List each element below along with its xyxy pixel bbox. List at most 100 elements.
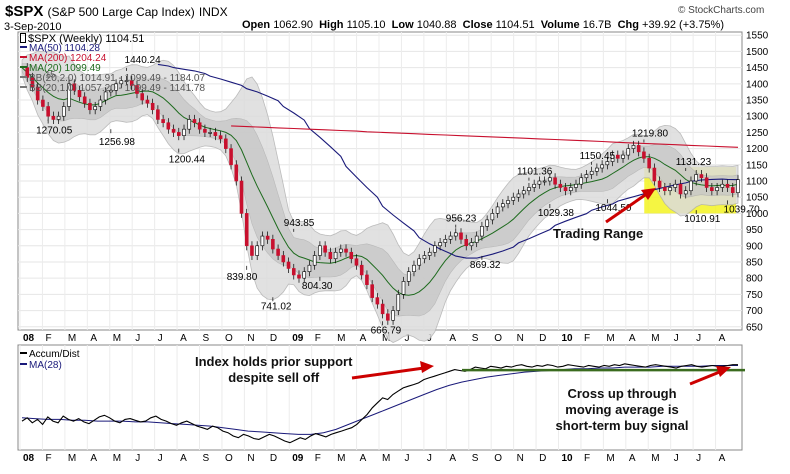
ohlc-readout: Open 1062.90 High 1105.10 Low 1040.88 Cl… bbox=[242, 19, 724, 31]
legend-item-spx: $SPX (Weekly) 1104.51 bbox=[20, 33, 205, 45]
legend-item-ma50: MA(50) 1104.28 bbox=[20, 44, 205, 54]
x-tick-label: S bbox=[203, 333, 210, 344]
candle bbox=[135, 85, 139, 94]
candle bbox=[391, 310, 395, 321]
price-annotation-label: 1039.70 bbox=[724, 204, 761, 215]
candle bbox=[448, 235, 453, 240]
price-annotation-label: 741.02 bbox=[261, 301, 292, 312]
exchange: INDX bbox=[198, 5, 228, 19]
x-tick-label: N bbox=[517, 333, 524, 344]
accum-panel bbox=[17, 344, 743, 451]
x-tick-label: F bbox=[45, 333, 51, 344]
ma200-line bbox=[231, 125, 739, 148]
x-tick-label: D bbox=[270, 453, 277, 464]
cross-note-line: short-term buy signal bbox=[555, 418, 689, 433]
candle bbox=[631, 145, 636, 149]
candle bbox=[584, 174, 589, 179]
legend-text: $SPX (Weekly) 1104.51 bbox=[28, 33, 145, 45]
x-tick-label: J bbox=[404, 453, 409, 464]
price-annotation-label: 1200.44 bbox=[169, 155, 206, 166]
candle bbox=[72, 83, 77, 91]
x-tick-label: O bbox=[494, 453, 502, 464]
candle bbox=[328, 251, 333, 260]
x-tick-label: N bbox=[247, 453, 254, 464]
x-tick-label: J bbox=[696, 333, 701, 344]
price-annotation-label: 1440.24 bbox=[125, 55, 162, 66]
x-tick-label: 10 bbox=[562, 453, 574, 464]
y-tick-label: 1400 bbox=[746, 79, 769, 90]
price-annotation-label: 1044.50 bbox=[595, 203, 632, 214]
price-legend: $SPX (Weekly) 1104.51 MA(50) 1104.28 MA(… bbox=[20, 33, 205, 94]
candle bbox=[234, 164, 239, 182]
candle bbox=[140, 93, 145, 101]
candle bbox=[668, 187, 672, 192]
candle bbox=[438, 242, 442, 247]
y-tick-label: 1100 bbox=[746, 177, 768, 188]
y-tick-label: 1200 bbox=[746, 144, 769, 155]
price-annotation-label: 1131.23 bbox=[676, 157, 712, 168]
x-tick-label: M bbox=[382, 453, 390, 464]
candle bbox=[589, 170, 594, 175]
symbol-name: (S&P 500 Large Cap Index) bbox=[47, 5, 195, 19]
x-tick-label: A bbox=[180, 333, 187, 344]
legend-text: MA(28) bbox=[29, 360, 62, 371]
candle bbox=[213, 132, 218, 136]
candle bbox=[119, 80, 124, 85]
candle bbox=[56, 115, 61, 120]
arrow-line bbox=[689, 369, 723, 386]
price-annotation-label: 666.79 bbox=[371, 325, 402, 336]
y-tick-label: 1350 bbox=[746, 96, 769, 107]
candle bbox=[359, 264, 364, 276]
cross-note: Cross up through moving average is short… bbox=[548, 386, 696, 434]
y-tick-label: 800 bbox=[746, 274, 763, 285]
candle bbox=[197, 122, 202, 130]
candle bbox=[124, 80, 129, 82]
chg-value: +39.92 (+3.75%) bbox=[642, 19, 724, 31]
candle bbox=[548, 177, 552, 182]
candle bbox=[93, 106, 97, 111]
chg-label: Chg bbox=[617, 19, 639, 31]
legend-text: BB(20,1.0) 1057.20 - 1099.49 - 1141.78 bbox=[29, 83, 206, 94]
symbol: $SPX bbox=[5, 3, 44, 20]
candle bbox=[422, 255, 427, 260]
candle bbox=[62, 106, 66, 117]
candle bbox=[77, 90, 82, 98]
candle bbox=[286, 261, 291, 269]
x-tick-label: N bbox=[247, 333, 254, 344]
candle bbox=[354, 258, 359, 266]
candle bbox=[506, 200, 510, 204]
x-tick-label: M bbox=[651, 333, 659, 344]
support-note-line: Index holds prior support bbox=[195, 354, 353, 369]
candle bbox=[103, 91, 108, 101]
high-value: 1105.10 bbox=[346, 19, 386, 31]
candle bbox=[610, 154, 615, 162]
legend-text: MA(20) 1099.49 bbox=[29, 63, 101, 74]
x-tick-label: F bbox=[315, 333, 321, 344]
x-tick-label: D bbox=[539, 333, 546, 344]
x-tick-label: J bbox=[674, 333, 679, 344]
y-tick-label: 950 bbox=[746, 225, 763, 236]
candle bbox=[485, 219, 489, 227]
y-tick-label: 1550 bbox=[746, 31, 769, 42]
volume-label: Volume bbox=[540, 19, 580, 31]
y-tick-label: 650 bbox=[746, 322, 763, 333]
ma20-line-icon bbox=[20, 66, 27, 68]
volume-value: 16.7B bbox=[582, 19, 612, 31]
open-label: Open bbox=[242, 19, 271, 31]
candle bbox=[344, 248, 348, 253]
candle bbox=[699, 174, 704, 179]
candle bbox=[380, 303, 385, 315]
candle bbox=[271, 239, 275, 250]
price-annotation-label: 804.30 bbox=[302, 281, 333, 292]
price-annotation-label: 943.85 bbox=[284, 218, 315, 229]
candle bbox=[260, 235, 265, 247]
candle bbox=[312, 255, 317, 266]
legend-item-bb20-1: BB(20,1.0) 1057.20 - 1099.49 - 1141.78 bbox=[20, 84, 205, 94]
candle bbox=[615, 154, 620, 159]
candle bbox=[636, 145, 641, 153]
y-tick-label: 1000 bbox=[746, 209, 769, 220]
candle bbox=[474, 235, 479, 243]
x-tick-label: M bbox=[337, 333, 345, 344]
x-tick-label: A bbox=[360, 453, 367, 464]
